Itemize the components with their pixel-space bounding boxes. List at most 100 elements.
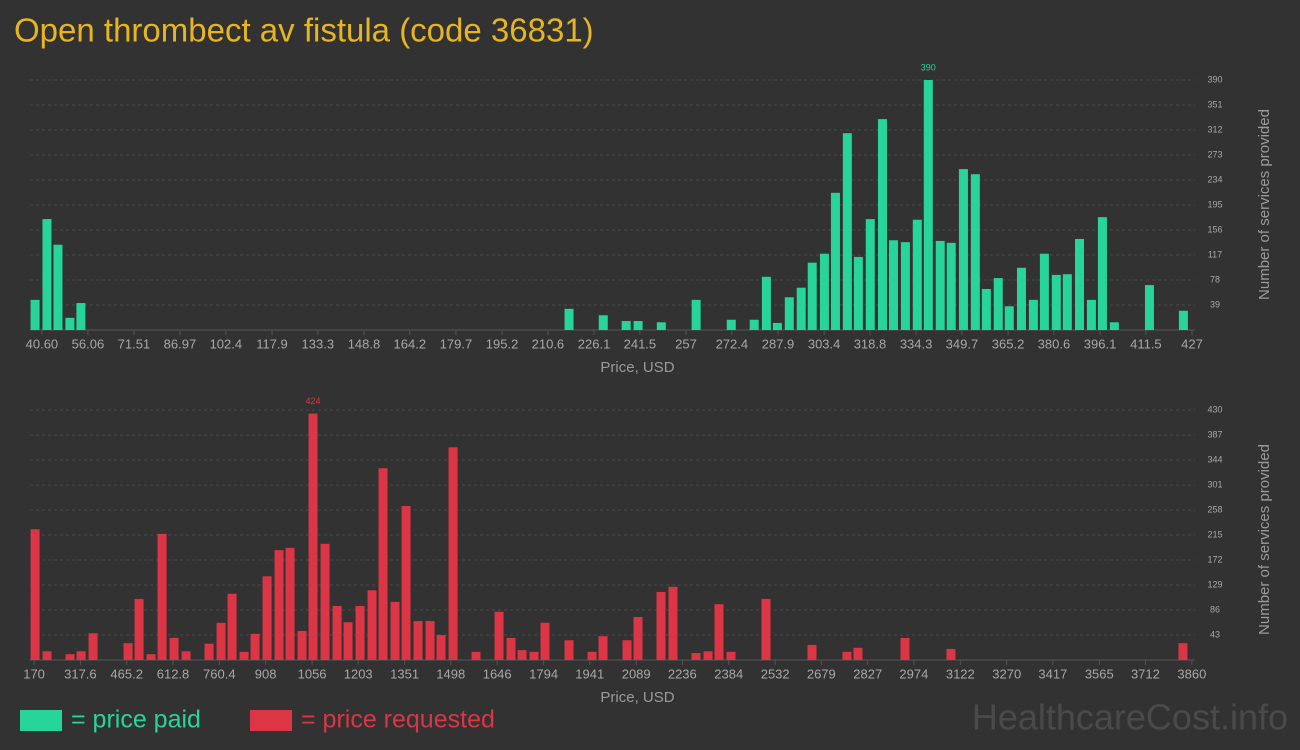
y-tick-label: 129 xyxy=(1207,579,1222,589)
bar xyxy=(320,543,330,660)
bar xyxy=(517,650,527,660)
bar xyxy=(749,319,759,330)
x-tick-label: 226.1 xyxy=(578,336,611,351)
bar xyxy=(1016,267,1026,330)
y-tick-label: 351 xyxy=(1207,99,1222,109)
x-tick-label: 411.5 xyxy=(1130,336,1162,351)
bar xyxy=(157,533,167,660)
page-title: Open thrombect av fistula (code 36831) xyxy=(14,12,594,49)
bar xyxy=(343,622,353,660)
y-tick-label: 273 xyxy=(1207,149,1222,159)
x-tick-label: 148.8 xyxy=(348,336,381,351)
bar xyxy=(1075,238,1085,330)
x-tick-label: 2827 xyxy=(853,666,882,681)
x-tick-label: 86.97 xyxy=(164,336,197,351)
x-tick-label: 257 xyxy=(675,336,697,351)
bar xyxy=(564,308,574,330)
bar xyxy=(181,651,191,660)
y-tick-label: 258 xyxy=(1207,504,1222,514)
bar xyxy=(807,262,817,330)
bar xyxy=(134,598,144,660)
bar xyxy=(853,647,863,660)
x-axis-label: Price, USD xyxy=(600,359,674,376)
bar xyxy=(830,192,840,330)
bar xyxy=(425,621,435,660)
bar xyxy=(772,322,782,330)
bar xyxy=(42,219,52,330)
x-tick-label: 102.4 xyxy=(210,336,243,351)
x-tick-label: 2089 xyxy=(622,666,651,681)
bar xyxy=(227,593,237,660)
y-tick-label: 312 xyxy=(1207,124,1222,134)
bar xyxy=(285,547,295,660)
x-tick-label: 287.9 xyxy=(762,336,795,351)
bar xyxy=(42,651,52,660)
bar xyxy=(877,119,887,330)
x-tick-label: 1056 xyxy=(298,666,327,681)
bar xyxy=(53,244,63,330)
bar xyxy=(935,240,945,330)
x-axis-label: Price, USD xyxy=(600,689,674,706)
bar xyxy=(865,219,875,330)
x-tick-label: 349.7 xyxy=(946,336,979,351)
x-tick-label: 3565 xyxy=(1085,666,1114,681)
x-tick-label: 908 xyxy=(255,666,277,681)
bar xyxy=(912,219,922,330)
bar xyxy=(1178,643,1188,660)
bar xyxy=(471,651,481,660)
y-tick-label: 195 xyxy=(1207,199,1222,209)
bar xyxy=(250,633,260,660)
bar xyxy=(308,413,318,660)
bar xyxy=(656,592,666,660)
bar xyxy=(1051,274,1061,330)
y-tick-label: 430 xyxy=(1207,404,1222,414)
bar xyxy=(958,169,968,330)
x-tick-label: 396.1 xyxy=(1084,336,1117,351)
x-tick-label: 1203 xyxy=(344,666,373,681)
bar xyxy=(993,278,1003,330)
bar xyxy=(656,322,666,330)
bar xyxy=(981,288,991,330)
peak-value-label: 424 xyxy=(306,396,321,406)
bar xyxy=(923,80,933,330)
watermark: HealthcareCost.info xyxy=(972,697,1288,738)
x-tick-label: 317.6 xyxy=(64,666,97,681)
x-tick-label: 380.6 xyxy=(1038,336,1071,351)
bar xyxy=(691,299,701,330)
x-tick-label: 71.51 xyxy=(118,336,151,351)
x-tick-label: 241.5 xyxy=(624,336,657,351)
bar xyxy=(714,604,724,660)
bar xyxy=(796,287,806,330)
bar xyxy=(216,622,226,660)
bar xyxy=(668,586,678,660)
bar xyxy=(88,633,98,660)
bar xyxy=(529,651,539,660)
legend-swatch xyxy=(20,710,62,731)
bar xyxy=(76,651,86,660)
legend-swatch xyxy=(250,710,292,731)
bar xyxy=(761,598,771,660)
bar xyxy=(970,174,980,330)
bar xyxy=(888,240,898,330)
x-tick-label: 3270 xyxy=(992,666,1021,681)
bar xyxy=(587,651,597,660)
x-tick-label: 2532 xyxy=(761,666,790,681)
bar xyxy=(332,605,342,660)
bar xyxy=(1144,285,1154,330)
bar xyxy=(506,637,516,660)
y-tick-label: 234 xyxy=(1207,174,1222,184)
bar xyxy=(146,654,156,660)
x-tick-label: 1498 xyxy=(436,666,465,681)
x-tick-label: 210.6 xyxy=(532,336,565,351)
bar xyxy=(65,317,75,330)
y-axis-label: Number of services provided xyxy=(1256,444,1273,635)
x-tick-label: 2974 xyxy=(899,666,928,681)
x-tick-label: 760.4 xyxy=(203,666,236,681)
bar xyxy=(413,621,423,660)
x-tick-label: 1351 xyxy=(390,666,419,681)
x-tick-label: 318.8 xyxy=(854,336,887,351)
bar xyxy=(274,550,284,660)
y-tick-label: 78 xyxy=(1210,274,1220,284)
y-axis-label: Number of services provided xyxy=(1256,109,1273,300)
